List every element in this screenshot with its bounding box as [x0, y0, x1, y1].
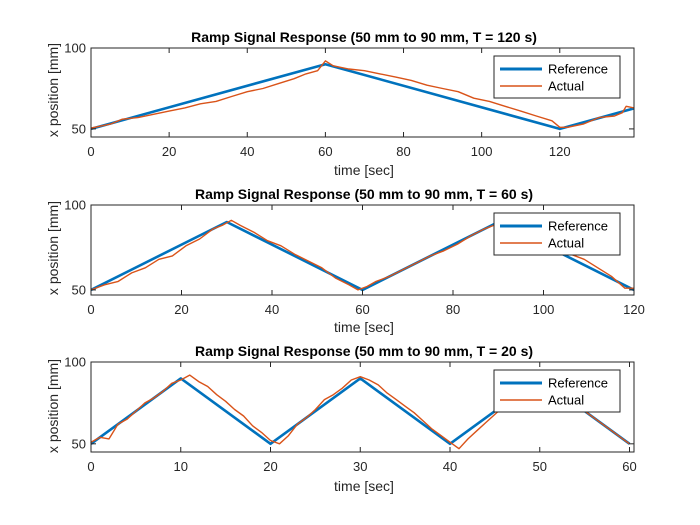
x-tick-label: 100 [533, 302, 555, 317]
x-tick-label: 120 [549, 144, 571, 159]
x-tick-label: 0 [87, 459, 94, 474]
legend: Reference Actual [493, 55, 621, 99]
y-axis-label: x position [mm] [45, 43, 61, 137]
legend-label-actual: Actual [548, 79, 584, 94]
x-tick-label: 80 [396, 144, 410, 159]
x-tick-label: 40 [240, 144, 254, 159]
y-axis-label: x position [mm] [45, 359, 61, 453]
x-tick-label: 0 [87, 144, 94, 159]
legend: Reference Actual [493, 369, 621, 413]
x-tick-label: 20 [263, 459, 277, 474]
chart-title: Ramp Signal Response (50 mm to 90 mm, T … [195, 343, 533, 359]
y-axis-label: x position [mm] [45, 201, 61, 295]
legend-label-reference: Reference [548, 219, 608, 234]
x-tick-label: 40 [265, 302, 279, 317]
x-tick-label: 80 [446, 302, 460, 317]
legend: Reference Actual [493, 212, 621, 256]
legend-box [493, 55, 621, 99]
x-tick-label: 20 [174, 302, 188, 317]
x-tick-label: 60 [622, 459, 636, 474]
chart-title: Ramp Signal Response (50 mm to 90 mm, T … [191, 29, 537, 45]
y-tick-label: 100 [64, 41, 86, 56]
x-tick-label: 0 [87, 302, 94, 317]
x-tick-label: 10 [174, 459, 188, 474]
y-tick-label: 50 [72, 436, 86, 451]
legend-label-actual: Actual [548, 393, 584, 408]
x-tick-label: 60 [318, 144, 332, 159]
y-tick-label: 50 [72, 282, 86, 297]
legend-label-reference: Reference [548, 62, 608, 77]
y-tick-label: 50 [72, 121, 86, 136]
chart-panel-2: Ramp Signal Response (50 mm to 90 mm, T … [45, 186, 645, 335]
x-tick-label: 120 [623, 302, 645, 317]
chart-panel-3: Ramp Signal Response (50 mm to 90 mm, T … [45, 343, 637, 494]
x-tick-label: 60 [355, 302, 369, 317]
series-line-actual [90, 60, 635, 129]
y-tick-label: 100 [64, 198, 86, 213]
legend-label-reference: Reference [548, 376, 608, 391]
chart-title: Ramp Signal Response (50 mm to 90 mm, T … [195, 186, 533, 202]
x-tick-label: 100 [471, 144, 493, 159]
legend-box [493, 212, 621, 256]
x-tick-label: 30 [353, 459, 367, 474]
chart-panel-1: Ramp Signal Response (50 mm to 90 mm, T … [45, 29, 635, 178]
x-axis-label: time [sec] [334, 319, 394, 335]
x-axis-label: time [sec] [334, 162, 394, 178]
axes-box [90, 361, 635, 453]
x-tick-label: 20 [162, 144, 176, 159]
legend-box [493, 369, 621, 413]
y-tick-label: 100 [64, 355, 86, 370]
legend-label-actual: Actual [548, 236, 584, 251]
x-tick-label: 40 [443, 459, 457, 474]
axes-box [90, 47, 635, 138]
x-tick-label: 50 [533, 459, 547, 474]
x-axis-label: time [sec] [334, 478, 394, 494]
